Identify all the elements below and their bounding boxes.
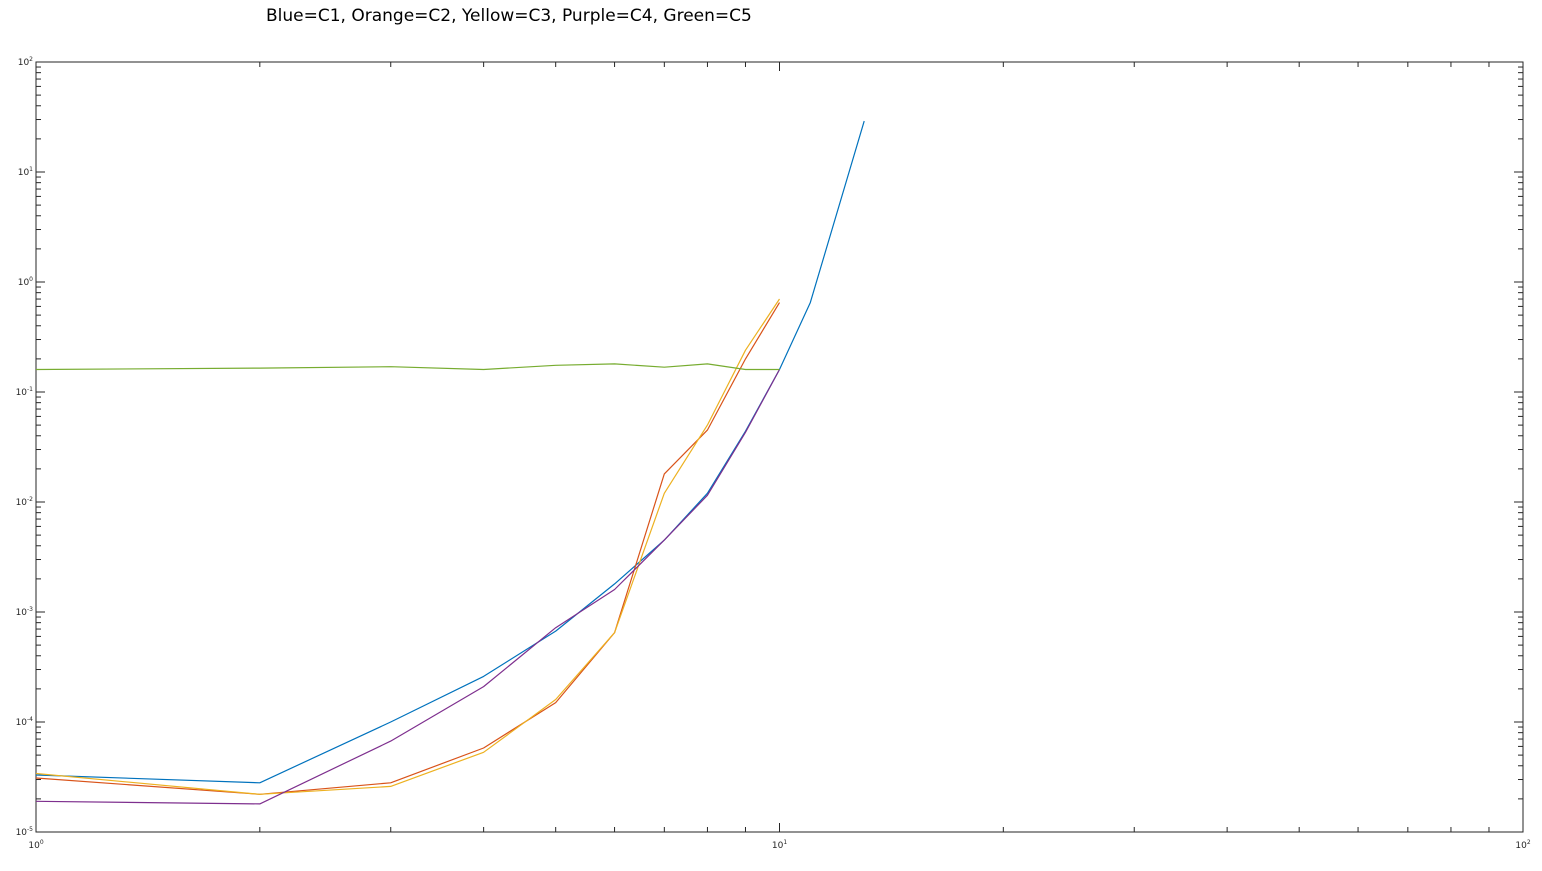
x-tick-label: 101 [772, 839, 787, 851]
series-line-5 [35, 363, 780, 371]
y-tick-label: 100 [18, 276, 33, 288]
y-tick-label: 10-2 [16, 496, 34, 508]
y-tick-label: 10-5 [16, 826, 34, 838]
y-tick-label: 10-4 [16, 716, 34, 728]
axes-box [35, 61, 1524, 833]
y-tick-label: 101 [18, 166, 33, 178]
y-tick-label: 10-1 [16, 386, 34, 398]
tick-labels: 100 101 102 10-5 10-4 10-3 10-2 10-1 100 101 102 [16, 56, 1531, 851]
y-tick-label: 10-3 [16, 606, 34, 618]
x-tick-label: 100 [28, 839, 43, 851]
y-tick-label: 102 [18, 56, 33, 68]
series-line-3 [35, 298, 780, 795]
x-tick-label: 102 [1515, 839, 1530, 851]
chart-title: Blue=C1, Orange=C2, Yellow=C3, Purple=C4… [266, 6, 752, 26]
series-line-4 [35, 369, 781, 805]
plot-area-frame [35, 61, 1524, 833]
series-line-2 [35, 302, 781, 795]
series-layer [35, 120, 865, 805]
